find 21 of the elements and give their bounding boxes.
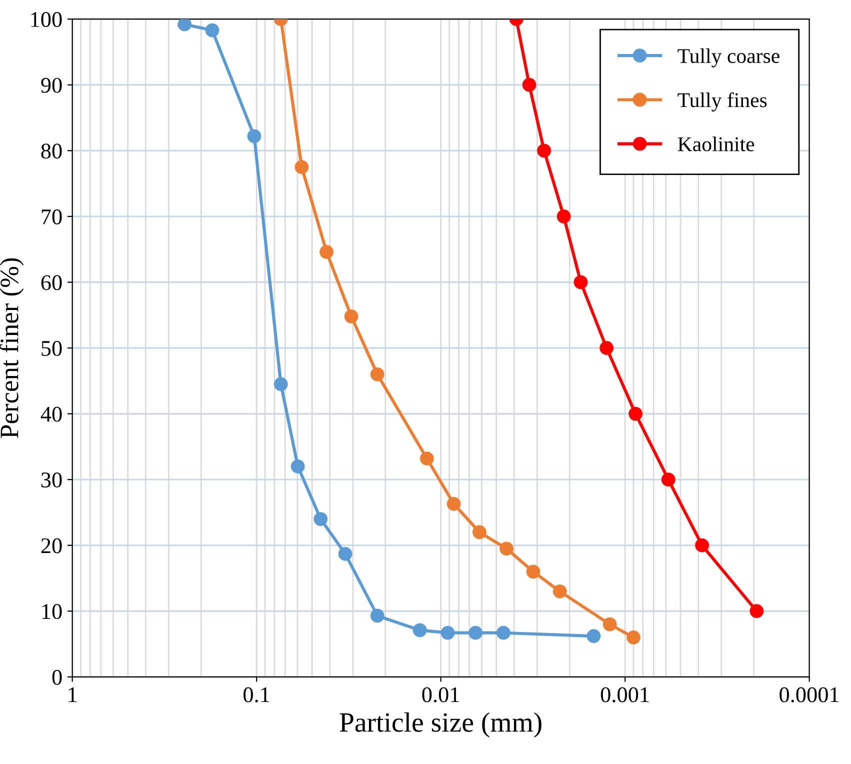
x-tick-label: 1 (68, 687, 77, 702)
x-tick-label: 0.0001 (780, 687, 839, 702)
x-axis-title: Particle size (mm) (340, 712, 542, 738)
y-tick-label: 60 (41, 275, 62, 290)
legend-label: Tully fines (678, 92, 767, 112)
y-tick-label: 100 (31, 12, 62, 28)
y-tick-label: 50 (42, 340, 62, 356)
legend-label: Kaolinite (678, 136, 754, 152)
y-tick-label: 40 (40, 406, 62, 422)
x-tick-label: 0.1 (244, 687, 270, 702)
y-tick-label: 90 (41, 78, 62, 93)
y-tick-label: 30 (41, 472, 62, 488)
x-tick-label: 0.01 (422, 687, 459, 702)
y-axis-title: Percent finer (%) (0, 258, 24, 438)
y-tick-label: 0 (52, 670, 62, 685)
y-tick-label: 70 (42, 209, 62, 224)
y-tick-label: 20 (41, 538, 62, 554)
y-tick-label: 80 (41, 144, 62, 159)
x-tick-label: 0.001 (600, 687, 649, 702)
legend-label: Tully coarse (678, 48, 780, 68)
y-tick-label: 10 (42, 604, 62, 620)
